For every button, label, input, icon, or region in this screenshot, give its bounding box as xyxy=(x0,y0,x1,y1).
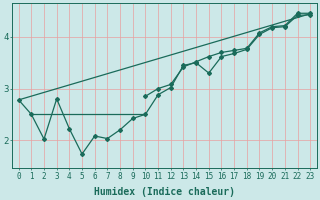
X-axis label: Humidex (Indice chaleur): Humidex (Indice chaleur) xyxy=(94,186,235,197)
